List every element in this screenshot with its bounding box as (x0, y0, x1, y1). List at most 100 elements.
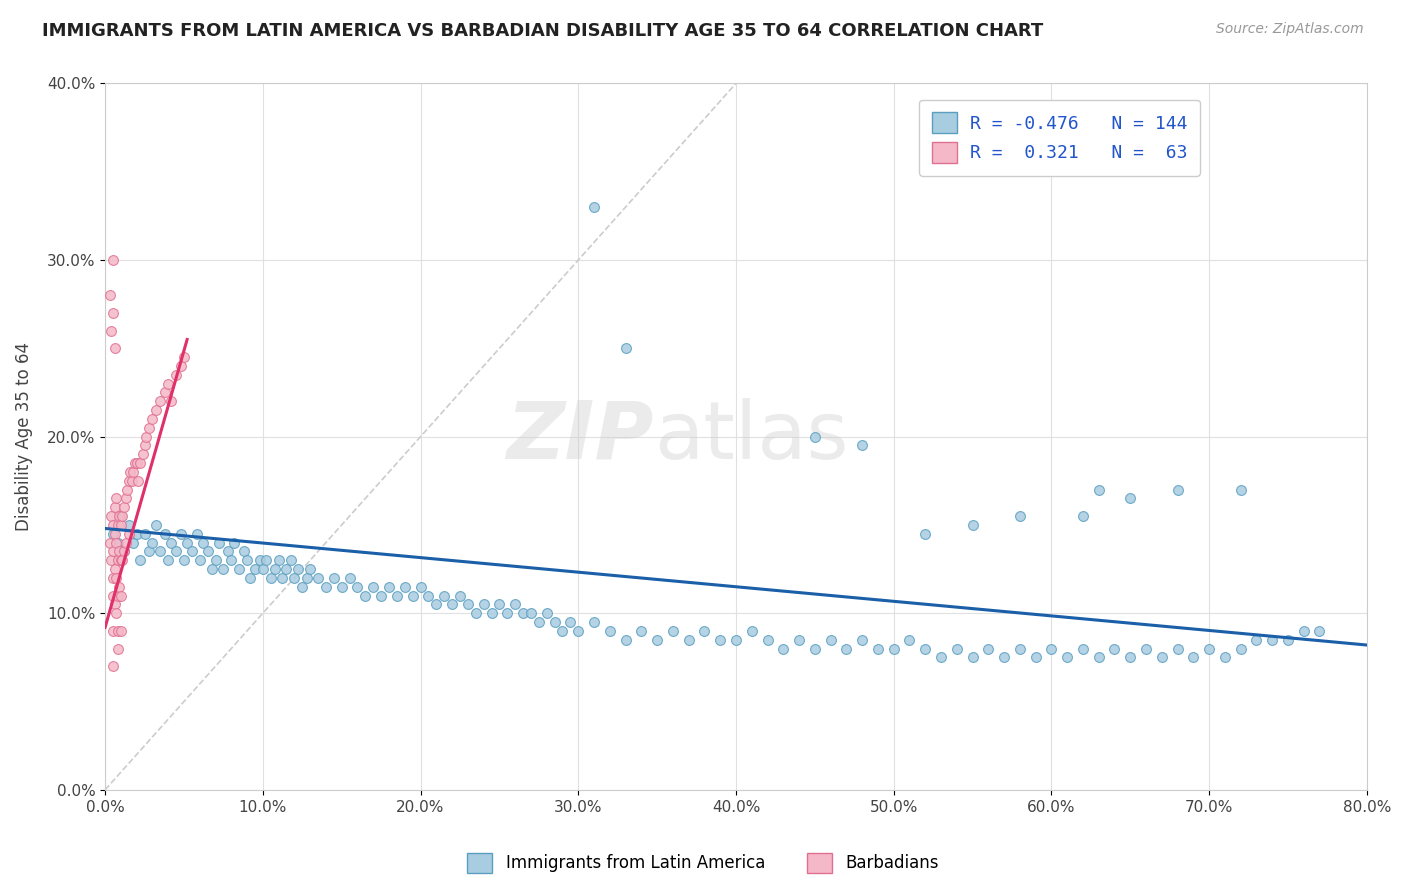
Point (108, 544, 131, 558)
Point (772, 641, 794, 656)
Point (243, 562, 266, 576)
Point (128, 456, 150, 470)
Point (488, 598, 510, 612)
Point (141, 535, 163, 549)
Point (614, 342, 637, 356)
Point (125, 526, 148, 541)
Point (112, 544, 135, 558)
Point (173, 350, 195, 364)
Point (121, 474, 143, 488)
Point (378, 580, 401, 594)
Point (503, 598, 526, 612)
Point (582, 615, 605, 629)
Point (134, 526, 156, 541)
Point (520, 606, 543, 620)
Point (385, 589, 408, 603)
Point (111, 553, 134, 567)
Point (851, 632, 873, 647)
Point (101, 589, 124, 603)
Point (527, 615, 550, 629)
Point (1292, 624, 1315, 638)
Point (208, 535, 231, 549)
Point (741, 624, 763, 638)
Point (662, 624, 685, 638)
Point (560, 615, 582, 629)
Point (101, 517, 124, 532)
Point (105, 491, 128, 506)
Point (1104, 641, 1126, 656)
Point (135, 430, 157, 444)
Point (180, 544, 202, 558)
Point (883, 641, 905, 656)
Point (127, 474, 149, 488)
Point (212, 562, 235, 576)
Point (1229, 483, 1251, 497)
Point (108, 580, 131, 594)
Point (724, 632, 747, 647)
Point (170, 526, 193, 541)
Point (105, 571, 128, 585)
Point (315, 580, 337, 594)
Point (101, 624, 124, 638)
Point (111, 509, 134, 524)
Point (787, 632, 810, 647)
Point (582, 200, 605, 214)
Text: atlas: atlas (654, 398, 848, 475)
Point (914, 641, 936, 656)
Point (409, 580, 432, 594)
Point (112, 500, 135, 515)
Point (599, 624, 621, 638)
Point (252, 562, 274, 576)
Point (100, 553, 122, 567)
Point (118, 526, 141, 541)
Point (149, 544, 172, 558)
Point (851, 438, 873, 452)
Point (125, 456, 148, 470)
Point (191, 535, 214, 549)
Point (267, 553, 290, 567)
Point (1167, 641, 1189, 656)
Point (614, 632, 637, 647)
Point (543, 615, 565, 629)
Point (165, 544, 187, 558)
Point (103, 526, 125, 541)
Point (291, 580, 314, 594)
Point (1040, 641, 1063, 656)
Point (1135, 641, 1157, 656)
Point (107, 553, 129, 567)
Point (418, 589, 440, 603)
Point (138, 421, 160, 435)
Point (153, 526, 176, 541)
Point (276, 562, 298, 576)
Point (457, 598, 479, 612)
Point (693, 624, 716, 638)
Text: ZIP: ZIP (506, 398, 654, 475)
Point (804, 641, 827, 656)
Point (110, 517, 132, 532)
Point (1056, 650, 1078, 665)
Point (295, 571, 318, 585)
Point (153, 385, 176, 400)
Point (219, 553, 242, 567)
Point (1213, 650, 1236, 665)
Point (866, 641, 889, 656)
Text: IMMIGRANTS FROM LATIN AMERICA VS BARBADIAN DISABILITY AGE 35 TO 64 CORRELATION C: IMMIGRANTS FROM LATIN AMERICA VS BARBADI… (42, 22, 1043, 40)
Point (145, 403, 167, 417)
Point (425, 598, 447, 612)
Point (1308, 624, 1330, 638)
Point (441, 598, 464, 612)
Point (346, 580, 368, 594)
Point (232, 544, 254, 558)
Point (228, 562, 250, 576)
Point (128, 553, 150, 567)
Point (1277, 632, 1299, 647)
Point (1071, 509, 1094, 524)
Point (105, 535, 128, 549)
Point (101, 544, 124, 558)
Point (118, 517, 141, 532)
Point (914, 526, 936, 541)
Point (1087, 650, 1109, 665)
Point (945, 641, 967, 656)
Point (105, 606, 128, 620)
Point (645, 632, 668, 647)
